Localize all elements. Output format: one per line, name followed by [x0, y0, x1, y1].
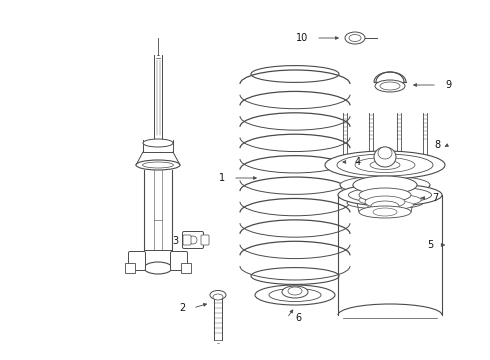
Ellipse shape — [255, 285, 335, 305]
Ellipse shape — [353, 176, 417, 194]
Ellipse shape — [371, 201, 399, 211]
Ellipse shape — [349, 35, 361, 41]
Ellipse shape — [288, 287, 302, 295]
Ellipse shape — [325, 151, 445, 179]
Ellipse shape — [375, 80, 405, 92]
Text: 9: 9 — [445, 80, 451, 90]
Text: 4: 4 — [355, 157, 361, 167]
Text: 6: 6 — [295, 313, 301, 323]
Ellipse shape — [365, 196, 405, 208]
FancyBboxPatch shape — [128, 252, 146, 270]
FancyBboxPatch shape — [182, 231, 203, 248]
Ellipse shape — [143, 139, 173, 147]
Text: 5: 5 — [427, 240, 433, 250]
Text: 2: 2 — [179, 303, 185, 313]
Text: 3: 3 — [172, 236, 178, 246]
Ellipse shape — [269, 288, 321, 302]
Ellipse shape — [136, 160, 180, 170]
Text: 7: 7 — [432, 193, 438, 203]
FancyBboxPatch shape — [201, 235, 209, 245]
FancyBboxPatch shape — [125, 263, 135, 273]
Ellipse shape — [348, 187, 432, 203]
Ellipse shape — [144, 262, 172, 274]
Ellipse shape — [373, 208, 397, 216]
FancyBboxPatch shape — [181, 263, 191, 273]
Ellipse shape — [338, 184, 442, 206]
Ellipse shape — [345, 32, 365, 44]
Ellipse shape — [210, 291, 226, 300]
FancyBboxPatch shape — [183, 235, 191, 245]
Ellipse shape — [213, 294, 223, 300]
Ellipse shape — [347, 188, 422, 202]
Text: 8: 8 — [434, 140, 440, 150]
Ellipse shape — [355, 158, 415, 172]
Ellipse shape — [374, 147, 396, 167]
Ellipse shape — [380, 82, 400, 90]
Circle shape — [189, 236, 197, 244]
Ellipse shape — [282, 286, 308, 298]
Ellipse shape — [347, 197, 423, 209]
Ellipse shape — [359, 194, 421, 206]
FancyBboxPatch shape — [171, 252, 188, 270]
Ellipse shape — [359, 188, 411, 202]
Ellipse shape — [143, 162, 173, 168]
Text: 10: 10 — [296, 33, 308, 43]
Ellipse shape — [370, 161, 400, 170]
Ellipse shape — [337, 154, 433, 176]
Text: 1: 1 — [219, 173, 225, 183]
Ellipse shape — [378, 147, 392, 159]
Ellipse shape — [340, 176, 430, 194]
Ellipse shape — [367, 201, 414, 210]
Ellipse shape — [359, 206, 411, 218]
